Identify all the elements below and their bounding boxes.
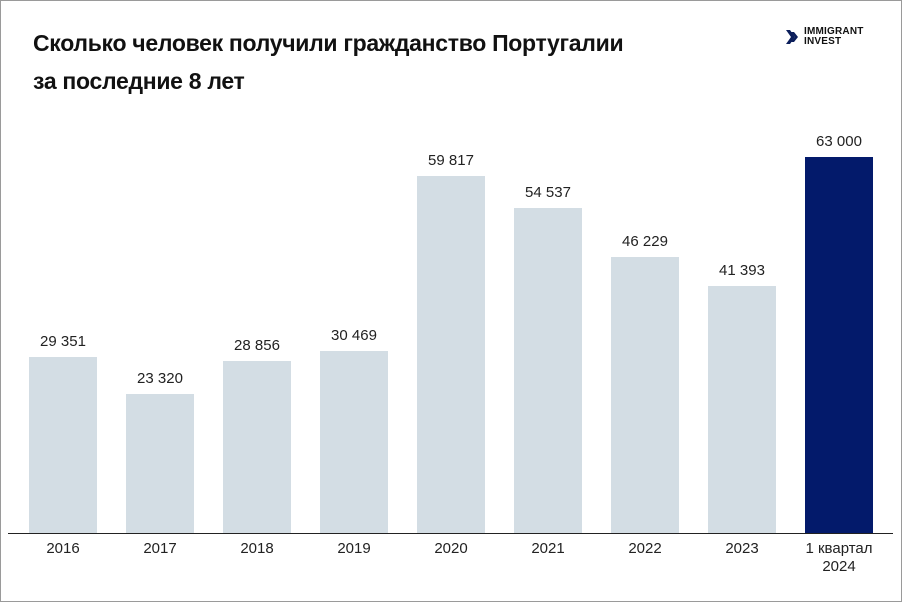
- x-tick-2022: 2022: [628, 540, 662, 557]
- x-tick-2016: 2016: [46, 540, 80, 557]
- bar-2016: [29, 357, 97, 533]
- bar-2024-q1: [805, 157, 873, 533]
- logo-text-line-2: INVEST: [804, 36, 842, 47]
- bar-2017: [126, 394, 194, 533]
- x-tick-2021: 2021: [531, 540, 565, 557]
- x-tick-2018: 2018: [240, 540, 274, 557]
- x-tick-2020: 2020: [434, 540, 468, 557]
- value-label-2024-q1: 63 000: [816, 133, 862, 150]
- value-label-2020: 59 817: [428, 152, 474, 169]
- title-line-2: за последние 8 лет: [33, 68, 245, 94]
- immigrant-invest-logo: IMMIGRANT INVEST: [786, 27, 864, 47]
- chart-title: Сколько человек получили гражданство Пор…: [33, 24, 624, 100]
- x-tick-2024-q1-line-2: 2024: [822, 558, 856, 575]
- bar-2018: [223, 361, 291, 533]
- value-label-2017: 23 320: [137, 370, 183, 387]
- bar-2023: [708, 286, 776, 533]
- bar-2019: [320, 351, 388, 533]
- value-label-2018: 28 856: [234, 337, 280, 354]
- value-label-2022: 46 229: [622, 233, 668, 250]
- x-tick-2024-q1: 1 квартал 2024: [784, 540, 894, 576]
- bar-2022: [611, 257, 679, 533]
- title-line-1: Сколько человек получили гражданство Пор…: [33, 30, 624, 56]
- x-tick-2023: 2023: [725, 540, 759, 557]
- x-tick-2019: 2019: [337, 540, 371, 557]
- value-label-2021: 54 537: [525, 184, 571, 201]
- value-label-2023: 41 393: [719, 262, 765, 279]
- x-tick-2017: 2017: [143, 540, 177, 557]
- value-label-2016: 29 351: [40, 333, 86, 350]
- bar-2021: [514, 208, 582, 533]
- bar-2020: [417, 176, 485, 533]
- value-label-2019: 30 469: [331, 327, 377, 344]
- x-axis-line: [8, 533, 893, 534]
- x-tick-2024-q1-line-1: 1 квартал: [805, 540, 873, 557]
- double-chevron-right-icon: [786, 30, 798, 44]
- logo-text-line-1: IMMIGRANT: [804, 26, 864, 37]
